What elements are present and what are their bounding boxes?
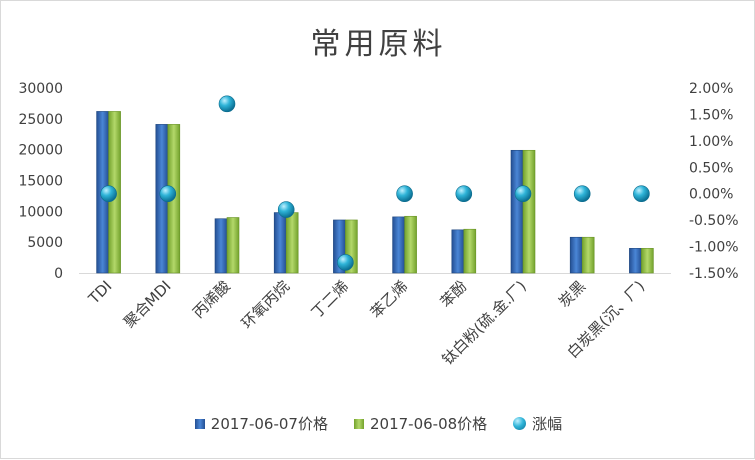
legend-item: 2017-06-07价格	[194, 413, 328, 434]
category-label: 苯酚	[437, 277, 471, 311]
category-label: 聚合MDI	[120, 277, 174, 331]
bar-series1	[510, 149, 524, 274]
bar-series2	[463, 228, 477, 274]
y-tick-left: 30000	[18, 81, 63, 97]
bar-series1	[273, 212, 287, 274]
bar-series1	[451, 229, 465, 274]
category-label: 炭黑	[555, 277, 589, 311]
scatter-point	[396, 185, 413, 203]
scatter-point	[277, 201, 295, 218]
y-tick-right: 1.00%	[689, 134, 733, 150]
legend-label: 2017-06-07价格	[210, 415, 328, 433]
y-tick-right: -1.00%	[689, 240, 739, 256]
y-tick-left: 20000	[18, 143, 63, 159]
bar-series1	[214, 218, 228, 274]
legend-swatch	[353, 418, 364, 429]
scatter-point	[633, 185, 650, 203]
scatter-point	[159, 185, 177, 203]
scatter-point	[455, 185, 473, 203]
bar-series1	[392, 216, 405, 274]
scatter-point	[100, 185, 117, 203]
bar-series1	[569, 236, 583, 274]
category-label: 环氧丙烷	[238, 277, 293, 332]
legend-label: 2017-06-08价格	[369, 415, 488, 433]
category-label: TDI	[84, 277, 115, 308]
legend-swatch	[194, 418, 205, 429]
y-tick-right: 2.00%	[689, 81, 733, 97]
y-tick-right: -1.50%	[689, 266, 739, 282]
bar-series1	[629, 248, 642, 274]
bar-series2	[285, 212, 299, 274]
scatter-point	[337, 254, 354, 271]
category-label: 苯乙烯	[367, 277, 412, 322]
legend-label: 涨幅	[532, 415, 563, 433]
y-tick-right: 1.50%	[689, 107, 733, 123]
legend: 2017-06-07价格 2017-06-08价格 涨幅	[1, 413, 755, 434]
bar-series2	[581, 236, 595, 274]
bar-series2	[641, 248, 654, 274]
legend-item: 2017-06-08价格	[353, 413, 488, 434]
bar-series2	[522, 149, 536, 274]
scatter-point	[573, 185, 591, 203]
bar-series2	[404, 215, 417, 274]
y-tick-left: 10000	[18, 204, 63, 220]
y-tick-left: 25000	[18, 112, 63, 128]
scatter-point	[514, 185, 532, 203]
y-tick-right: -0.50%	[689, 213, 739, 229]
scatter-point	[218, 95, 236, 113]
y-tick-right: 0.00%	[689, 187, 733, 203]
chart-title: 常用原料	[310, 27, 447, 62]
y-tick-left: 0	[54, 266, 63, 282]
bar-series2	[226, 217, 240, 274]
legend-swatch-dot	[513, 417, 527, 430]
category-label: 丁二烯	[308, 277, 353, 322]
category-label: 丙烯酸	[189, 277, 234, 322]
y-tick-left: 15000	[18, 174, 63, 190]
legend-item: 涨幅	[513, 413, 562, 434]
y-tick-right: 0.50%	[689, 160, 733, 176]
y-tick-left: 5000	[27, 235, 63, 251]
